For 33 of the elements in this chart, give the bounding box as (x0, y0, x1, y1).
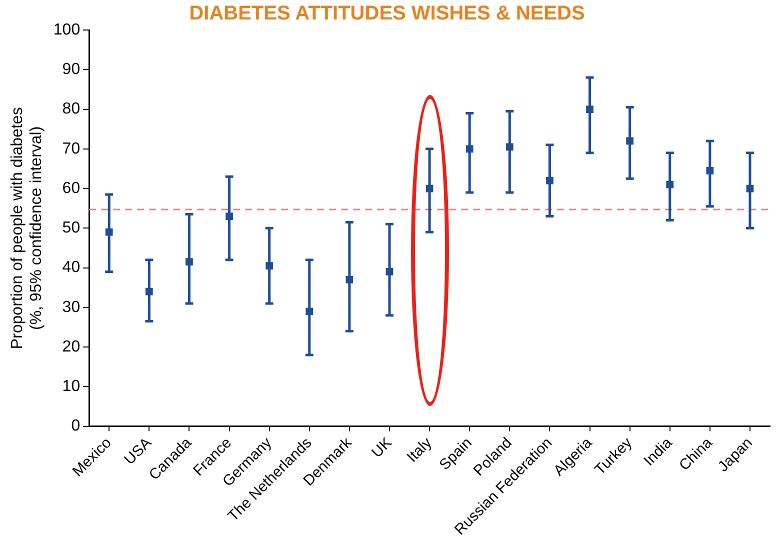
chart-title: DIABETES ATTITUDES WISHES & NEEDS (189, 2, 585, 25)
point (746, 184, 754, 192)
y-axis-title: Proportion of people with diabetes (%, 95% confidence interval) (9, 107, 46, 350)
y-tick-label: 30 (62, 298, 80, 316)
point (626, 137, 634, 145)
y-tick-label: 10 (62, 378, 80, 396)
point (706, 167, 714, 174)
y-tick-label: 0 (71, 418, 80, 435)
x-tick-label: Italy (404, 434, 436, 466)
point (666, 180, 674, 188)
point (226, 212, 233, 220)
y-tick-label: 60 (62, 180, 80, 197)
point (506, 143, 514, 151)
point (586, 106, 594, 113)
point (105, 228, 113, 236)
y-tick-label: 70 (62, 140, 80, 158)
x-tick-label: USA (121, 434, 155, 468)
x-tick-label: UK (368, 434, 396, 462)
point (426, 184, 434, 192)
point (145, 288, 153, 296)
point (466, 145, 474, 153)
y-tick-label: 50 (62, 220, 80, 237)
point (266, 262, 274, 270)
point (186, 258, 193, 266)
y-tick-label: 90 (62, 61, 80, 78)
y-tick-label: 20 (62, 338, 80, 356)
y-tick-label: 100 (53, 21, 80, 38)
y-tick-label: 80 (62, 100, 80, 118)
point (546, 176, 554, 184)
point (346, 276, 354, 284)
y-tick-label: 40 (62, 259, 80, 276)
point (386, 268, 394, 276)
point (306, 308, 314, 316)
